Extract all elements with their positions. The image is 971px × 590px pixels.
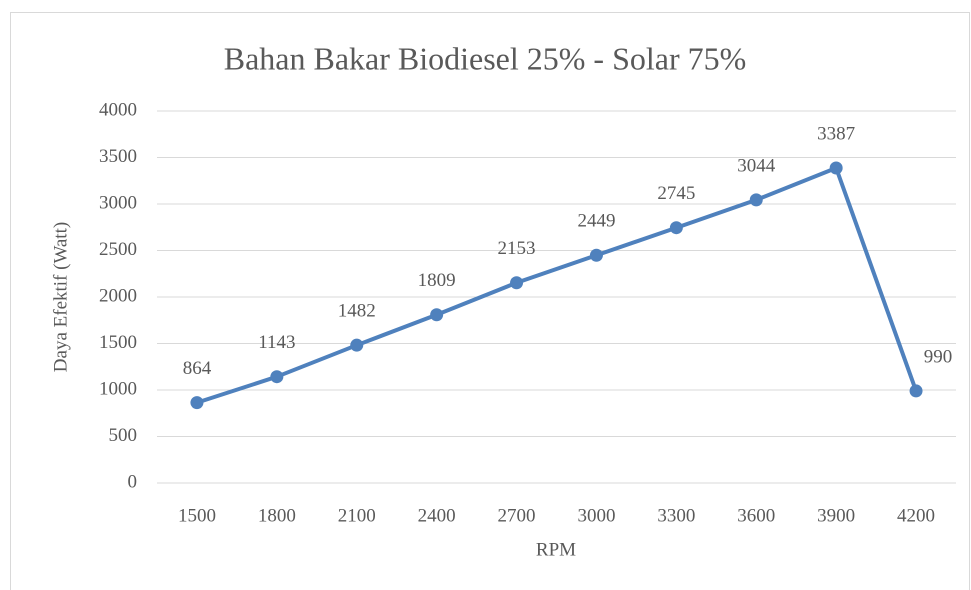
- data-label: 2449: [577, 211, 615, 232]
- data-label: 2153: [498, 238, 536, 259]
- x-tick-label: 3600: [737, 505, 775, 526]
- data-point: [749, 193, 763, 207]
- data-point: [270, 370, 284, 384]
- data-point: [510, 276, 524, 290]
- y-tick-label: 1500: [99, 332, 137, 353]
- x-tick-label: 3300: [657, 505, 695, 526]
- y-axis-label: Daya Efektif (Watt): [50, 222, 71, 372]
- data-label: 3044: [737, 155, 776, 176]
- x-tick-label: 2100: [338, 505, 376, 526]
- data-point: [909, 384, 923, 398]
- y-tick-label: 0: [128, 471, 138, 492]
- data-label: 3387: [817, 123, 855, 144]
- data-label: 1482: [338, 301, 376, 322]
- data-label: 864: [183, 358, 212, 379]
- y-tick-label: 500: [109, 425, 138, 446]
- data-point: [430, 308, 444, 322]
- data-point: [350, 338, 364, 352]
- x-axis-label: RPM: [536, 539, 576, 560]
- data-point: [589, 248, 603, 262]
- y-tick-label: 2000: [99, 285, 137, 306]
- x-tick-label: 3000: [577, 505, 615, 526]
- data-point: [190, 396, 204, 410]
- data-point: [829, 161, 843, 175]
- chart-title: Bahan Bakar Biodiesel 25% - Solar 75%: [224, 40, 747, 76]
- data-label: 990: [924, 346, 953, 367]
- x-tick-label: 3900: [817, 505, 855, 526]
- y-tick-label: 4000: [99, 99, 137, 120]
- y-tick-label: 3500: [99, 146, 137, 167]
- data-label: 1809: [418, 270, 456, 291]
- x-tick-label: 4200: [897, 505, 935, 526]
- x-tick-label: 2400: [418, 505, 456, 526]
- data-label: 1143: [258, 332, 295, 353]
- y-tick-label: 1000: [99, 378, 137, 399]
- y-tick-label: 3000: [99, 192, 137, 213]
- x-tick-label: 2700: [498, 505, 536, 526]
- data-label: 2745: [657, 183, 695, 204]
- series-line: [196, 166, 918, 405]
- y-tick-label: 2500: [99, 239, 137, 260]
- chart-border: [10, 12, 970, 590]
- x-tick-label: 1500: [178, 505, 216, 526]
- x-tick-label: 1800: [258, 505, 296, 526]
- data-point: [669, 221, 683, 235]
